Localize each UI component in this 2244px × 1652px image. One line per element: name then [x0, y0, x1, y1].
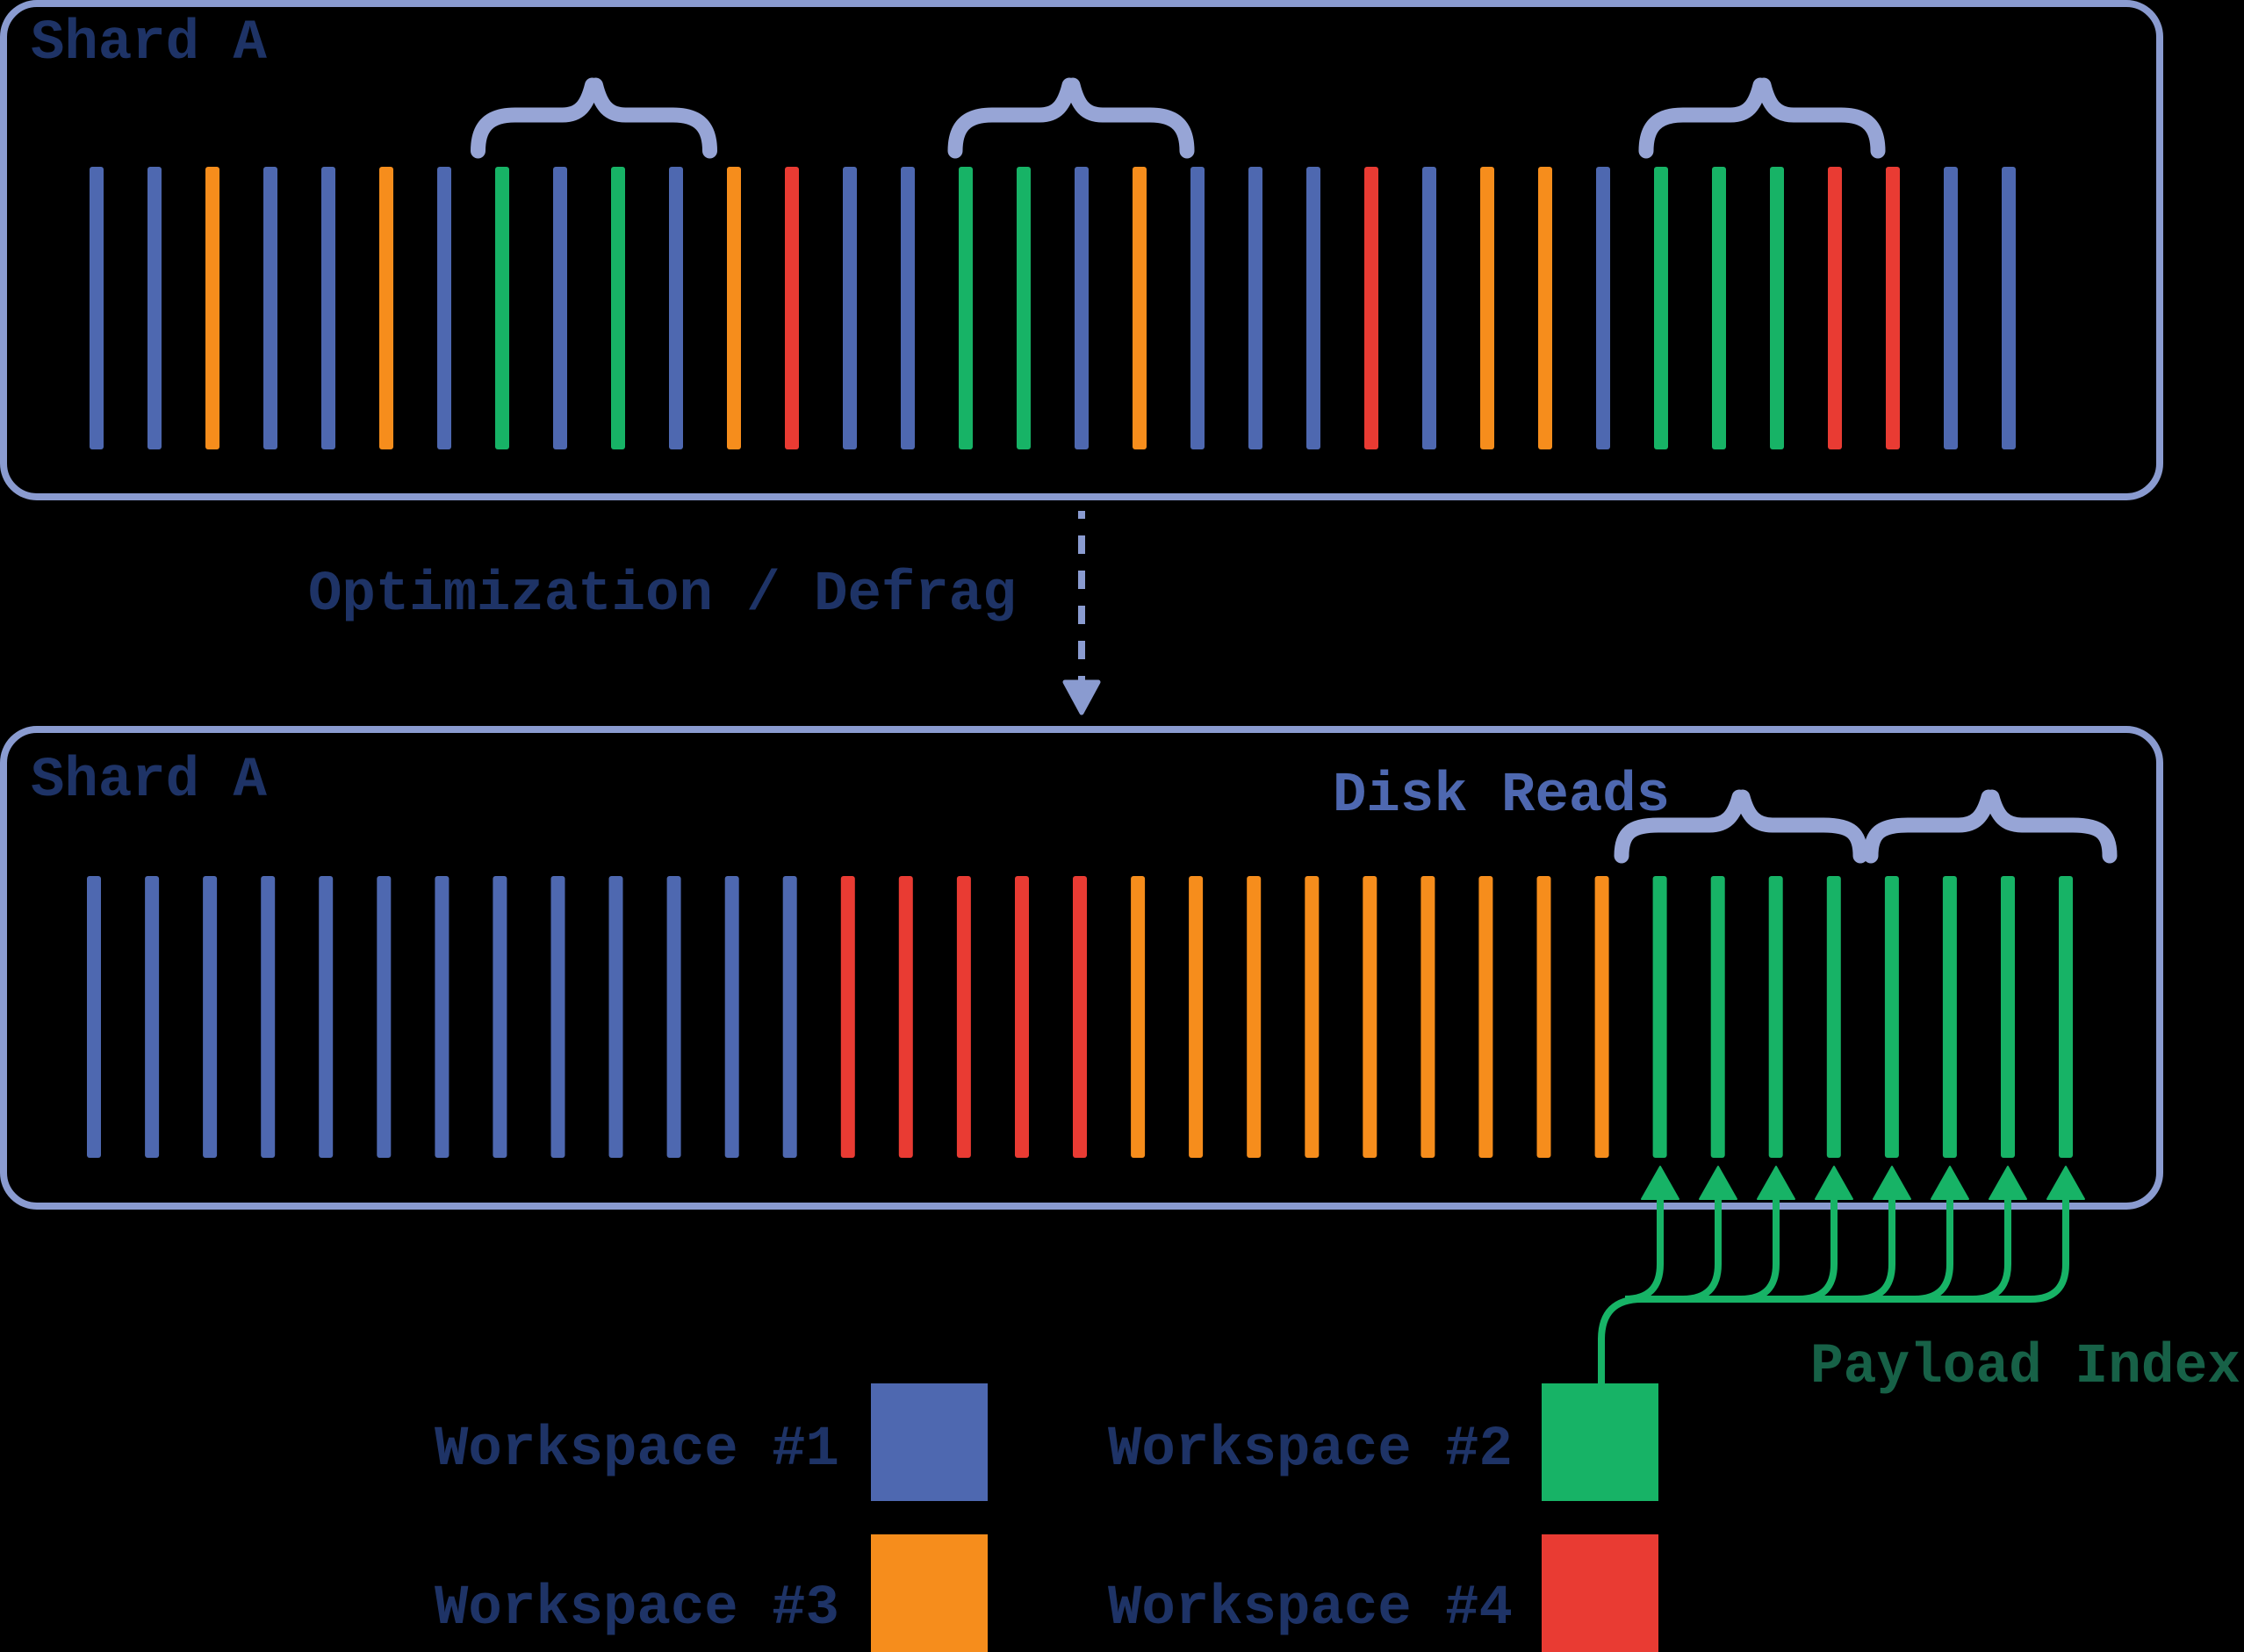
svg-text:Workspace #1: Workspace #1 [435, 1419, 839, 1482]
svg-text:Shard A: Shard A [31, 750, 267, 813]
svg-text:Workspace #2: Workspace #2 [1108, 1419, 1513, 1482]
svg-text:Workspace #4: Workspace #4 [1108, 1577, 1513, 1641]
svg-text:Payload Index: Payload Index [1810, 1336, 2240, 1399]
svg-text:Shard A: Shard A [31, 12, 267, 75]
svg-text:Optimization / Defrag: Optimization / Defrag [308, 564, 1017, 627]
svg-text:Workspace #3: Workspace #3 [435, 1577, 839, 1641]
svg-text:Disk Reads: Disk Reads [1333, 765, 1670, 828]
